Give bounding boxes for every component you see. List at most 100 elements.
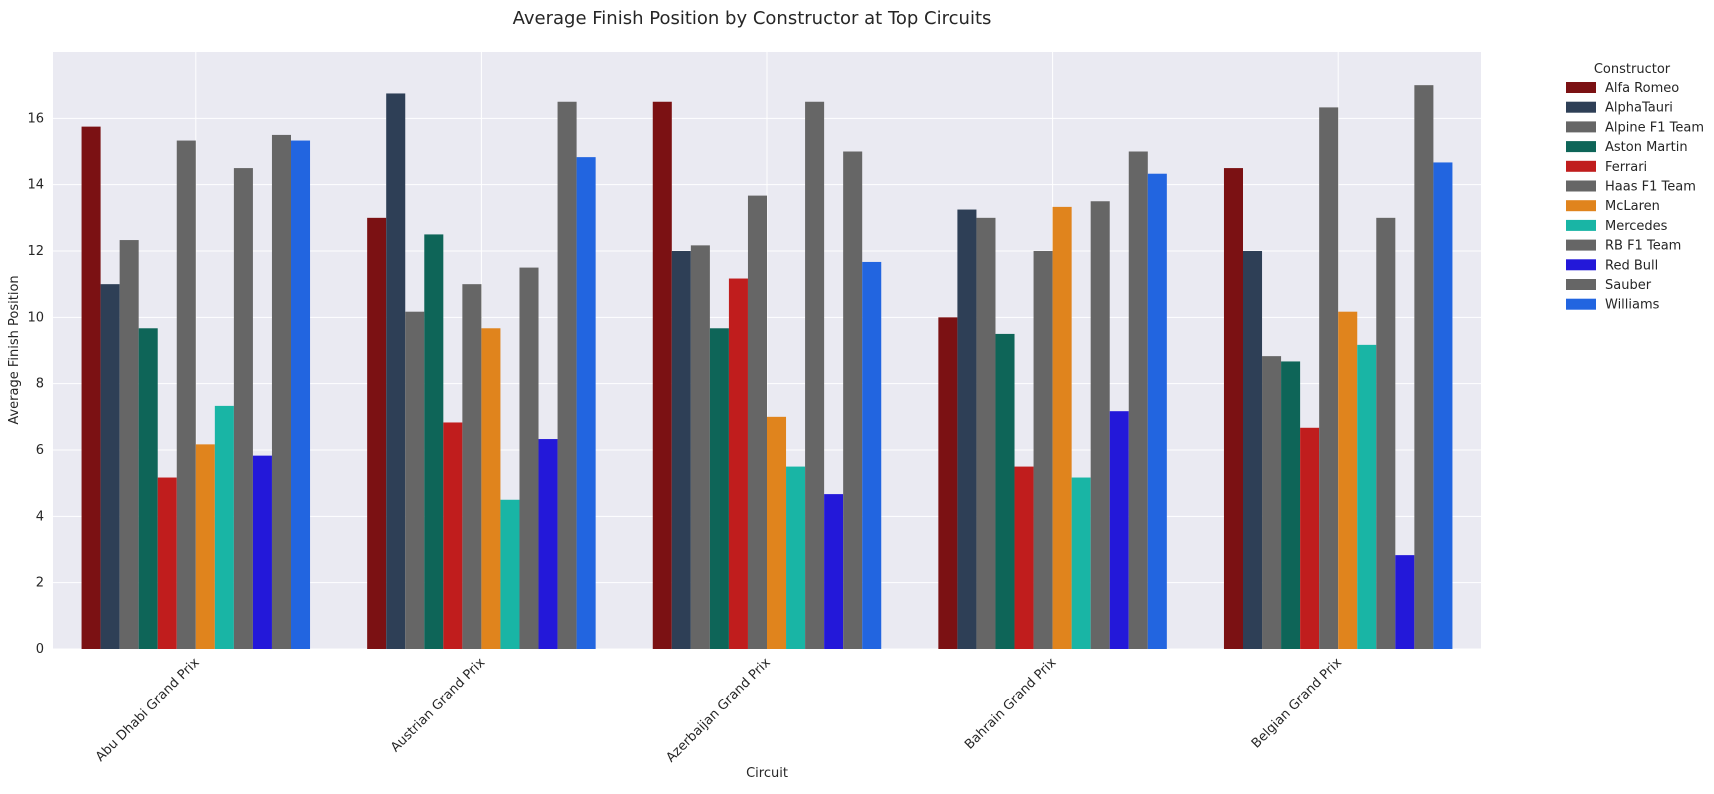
bar: [233, 168, 253, 650]
legend-swatch: [1566, 141, 1596, 153]
legend-swatch: [1566, 180, 1596, 192]
bar: [1433, 162, 1453, 649]
legend-label: RB F1 Team: [1605, 239, 1681, 254]
bar: [1109, 411, 1129, 649]
bar: [995, 333, 1015, 649]
bars: [81, 85, 1453, 650]
bar: [557, 101, 577, 649]
bar: [405, 311, 425, 649]
legend-label: Sauber: [1605, 278, 1652, 293]
bar: [1338, 311, 1358, 649]
bar: [462, 284, 482, 649]
legend-swatch: [1566, 219, 1596, 231]
bar: [805, 101, 825, 649]
bar: [424, 234, 444, 649]
legend-label: Alfa Romeo: [1605, 81, 1679, 96]
bar: [1281, 361, 1301, 649]
bar: [576, 157, 596, 649]
bar: [157, 477, 177, 649]
bar: [862, 261, 882, 649]
y-tick-label: 8: [36, 377, 44, 392]
x-tick-label: Belgian Grand Prix: [1249, 655, 1345, 751]
bar: [1376, 217, 1396, 650]
legend-label: AlphaTauri: [1605, 101, 1673, 116]
bar: [367, 217, 387, 650]
legend-swatch: [1566, 239, 1596, 251]
bar: [1243, 251, 1263, 649]
bar: [1223, 168, 1243, 650]
legend-swatch: [1566, 121, 1596, 133]
bar: [119, 240, 139, 649]
bar: [176, 140, 196, 649]
legend-swatch: [1566, 298, 1596, 310]
bar: [1090, 201, 1110, 649]
bar: [1395, 555, 1415, 649]
x-tick-label: Abu Dhabi Grand Prix: [93, 655, 203, 765]
legend-label: Aston Martin: [1605, 140, 1688, 155]
bar: [709, 328, 729, 649]
y-tick-label: 16: [27, 111, 44, 126]
y-tick-label: 6: [36, 443, 44, 458]
y-tick-label: 4: [36, 509, 44, 524]
bar: [671, 251, 691, 649]
bar: [786, 466, 806, 649]
bar: [957, 209, 977, 649]
legend-title: Constructor: [1594, 62, 1671, 77]
bar: [214, 405, 234, 649]
bar: [938, 317, 958, 649]
chart-title: Average Finish Position by Constructor a…: [513, 8, 992, 29]
bar: [1357, 344, 1377, 649]
bar: [1128, 151, 1148, 649]
y-axis-ticks: 0 2 4 6 8 10 12 14 16: [27, 111, 44, 657]
legend-label: McLaren: [1605, 199, 1660, 214]
bar: [1262, 356, 1282, 649]
bar: [538, 439, 558, 649]
bar: [443, 422, 463, 649]
bar: [1014, 466, 1034, 649]
x-tick-label: Austrian Grand Prix: [388, 655, 488, 755]
x-tick-label: Azerbaijan Grand Prix: [663, 655, 774, 766]
bar: [728, 278, 748, 649]
bar: [1147, 173, 1167, 649]
bar: [1319, 107, 1339, 650]
legend-swatch: [1566, 259, 1596, 271]
bar: [767, 416, 787, 649]
bar: [843, 151, 863, 649]
bar: [195, 444, 215, 649]
bar: [652, 101, 672, 649]
legend-label: Mercedes: [1605, 219, 1668, 234]
bar: [500, 499, 520, 649]
bar: [690, 245, 710, 649]
y-tick-label: 14: [27, 178, 44, 193]
y-tick-label: 10: [27, 310, 44, 325]
bar: [252, 455, 272, 649]
y-axis-label: Average Finish Position: [7, 275, 22, 424]
bar: [138, 328, 158, 649]
bar: [976, 217, 996, 650]
bar: [100, 284, 120, 649]
legend-label: Alpine F1 Team: [1605, 120, 1704, 135]
x-axis-ticks: Abu Dhabi Grand Prix Austrian Grand Prix A…: [93, 655, 1345, 766]
bar: [481, 328, 501, 649]
bar: [519, 267, 539, 649]
y-tick-label: 0: [36, 642, 44, 657]
bar: [747, 195, 767, 649]
x-axis-label: Circuit: [746, 766, 788, 781]
y-tick-label: 12: [27, 244, 44, 259]
x-tick-label: Bahrain Grand Prix: [962, 655, 1060, 753]
legend-label: Williams: [1605, 298, 1660, 313]
legend-swatch: [1566, 101, 1596, 113]
legend: Constructor Alfa Romeo AlphaTauri Alpine F…: [1566, 62, 1704, 313]
legend-label: Red Bull: [1605, 258, 1658, 273]
bar: [1414, 85, 1434, 649]
legend-swatch: [1566, 82, 1596, 93]
legend-swatch: [1566, 200, 1596, 212]
legend-swatch: [1566, 279, 1596, 290]
bar: [271, 134, 291, 649]
y-tick-label: 2: [36, 576, 44, 591]
bar: [1300, 427, 1320, 649]
legend-label: Ferrari: [1605, 160, 1647, 175]
bar: [1071, 477, 1091, 649]
